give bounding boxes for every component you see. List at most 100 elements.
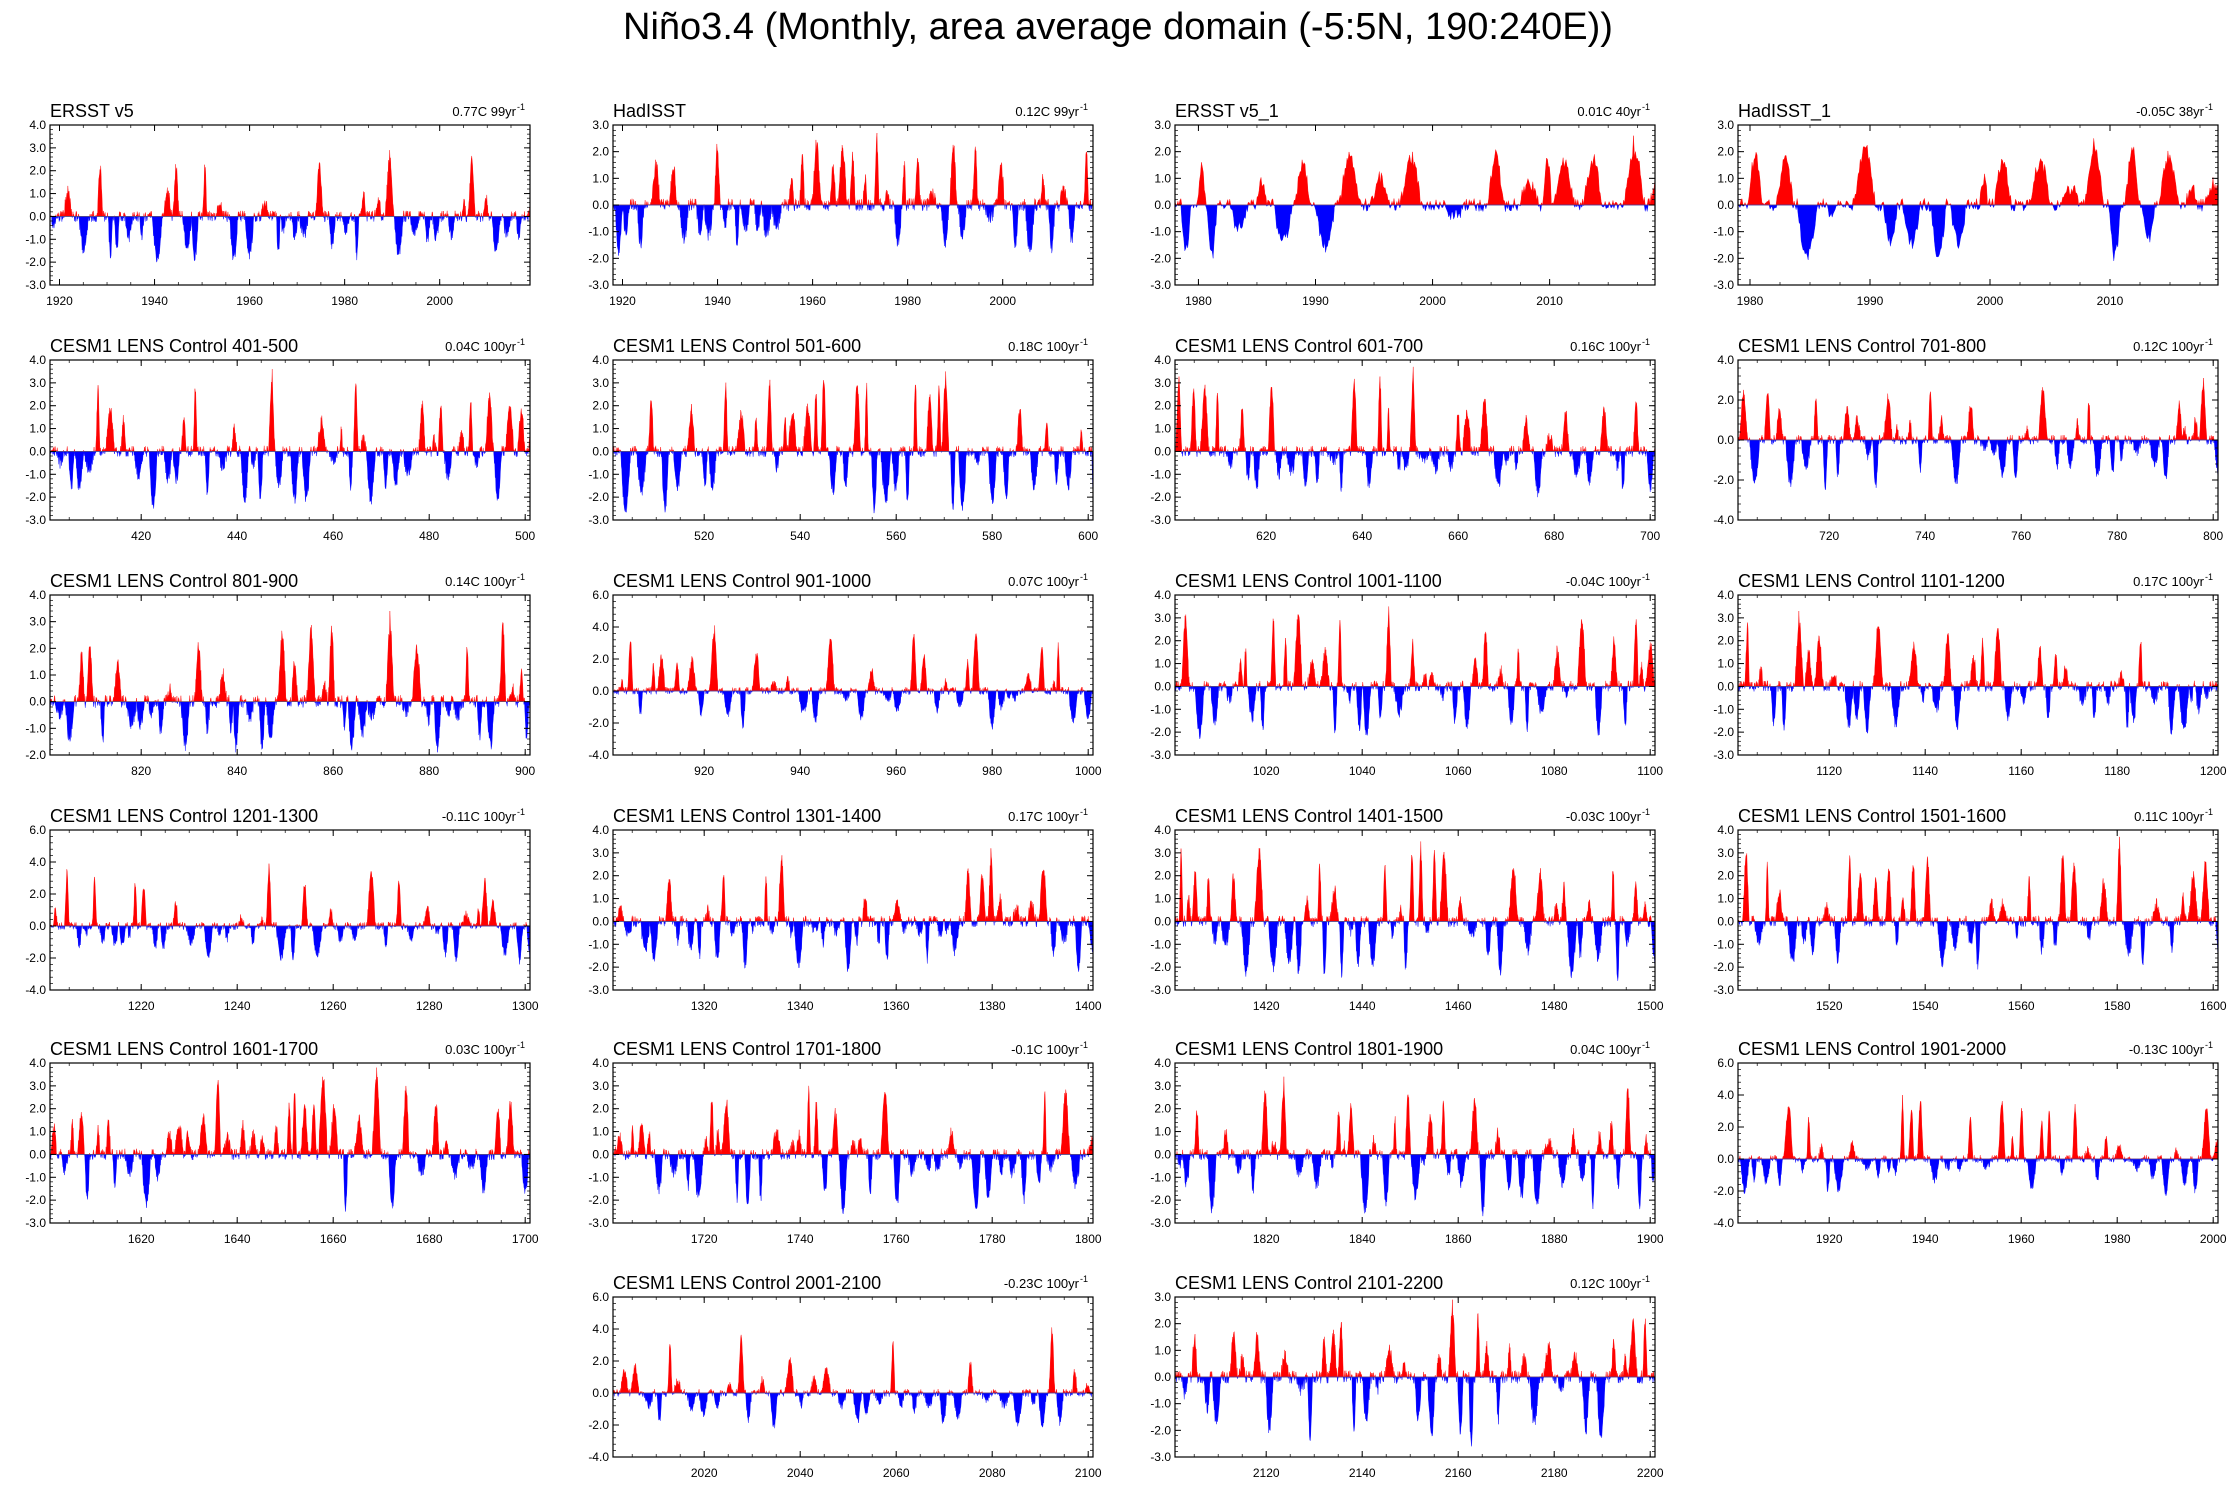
y-tick-label: 0.0 [29,444,46,458]
x-tick-label: 1280 [416,999,443,1013]
x-tick-label: 1780 [979,1232,1006,1246]
x-tick-label: 1520 [1816,999,1843,1013]
y-tick-label: 3.0 [592,1079,609,1093]
panel-15: CESM1 LENS Control 1401-1500 -0.03C 100yr… [1130,800,1665,1025]
panel-plot: HadISST 0.12C 99yr -1 3.0 2.0 1.0 0.0 -1.0 -2.0 -… [588,101,1094,308]
series-positive-area [49,863,530,927]
panel-title: CESM1 LENS Control 1601-1700 [50,1039,318,1059]
panel-plot: CESM1 LENS Control 1001-1100 -0.04C 100yr… [1150,571,1663,778]
plot-frame [1737,1062,2219,1224]
series-positive-area [49,1067,531,1156]
x-tick-label: 1640 [224,1232,251,1246]
x-tick-label: 740 [1915,529,1935,543]
x-tick-label: 1260 [320,999,347,1013]
x-tick-label: 1980 [894,294,921,308]
y-tick-label: 4.0 [1717,588,1734,602]
plot-frame [612,1062,1094,1224]
y-tick-label: -1.0 [588,225,609,239]
x-tick-label: 840 [227,764,247,778]
y-tick-label: -3.0 [588,983,609,997]
y-tick-label: 2.0 [1717,634,1734,648]
x-tick-label: 1880 [1541,1232,1568,1246]
x-tick-label: 1560 [2008,999,2035,1013]
x-tick-label: 620 [1256,529,1276,543]
y-tick-label: -1.0 [25,721,46,735]
panel-trend-exponent: -1 [517,102,525,112]
y-tick-label: -2.0 [25,255,46,269]
series-positive-area [612,1327,1094,1394]
y-tick-label: 1.0 [592,1125,609,1139]
panel-plot: CESM1 LENS Control 1401-1500 -0.03C 100yr… [1150,806,1664,1013]
x-tick-label: 480 [419,529,439,543]
y-tick-label: -2.0 [588,490,609,504]
x-tick-label: 2060 [883,1466,910,1480]
y-tick-label: 2.0 [592,399,609,413]
y-tick-label: 2.0 [592,1354,609,1368]
panel-title: CESM1 LENS Control 1501-1600 [1738,806,2006,826]
y-tick-label: -2.0 [588,1193,609,1207]
y-tick-label: -4.0 [1713,513,1734,527]
x-tick-label: 2200 [1637,1466,1664,1480]
panel-trend-exponent: -1 [517,807,525,817]
panel-trend: 0.16C 100yr [1570,339,1641,354]
y-tick-label: -3.0 [1150,278,1171,292]
x-tick-label: 1360 [883,999,910,1013]
x-tick-label: 1140 [1912,764,1938,778]
x-tick-label: 1620 [128,1232,155,1246]
panel-19: CESM1 LENS Control 1801-1900 0.04C 100yr -… [1130,1033,1665,1258]
panel-trend-exponent: -1 [1080,102,1088,112]
panel-title: HadISST [613,101,686,121]
y-tick-label: 0.0 [1717,198,1734,212]
panel-trend: -0.13C 100yr [2129,1042,2205,1057]
series-negative-area [613,1392,1094,1429]
y-tick-label: -2.0 [588,1418,609,1432]
panel-4: HadISST_1 -0.05C 38yr -1 3.0 2.0 1.0 0.0 -1.0 -2… [1693,95,2228,320]
plot-frame [1174,359,1656,521]
panel-trend-exponent: -1 [1642,807,1650,817]
x-tick-label: 1460 [1445,999,1472,1013]
plot-frame [49,124,531,286]
x-tick-label: 1860 [1445,1232,1472,1246]
y-tick-label: -3.0 [25,1216,46,1230]
series-positive-area [1174,1076,1656,1156]
panel-trend-exponent: -1 [1642,337,1650,347]
x-tick-label: 1380 [979,999,1006,1013]
y-tick-label: 1.0 [1717,657,1734,671]
y-tick-label: -1.0 [1150,1397,1171,1411]
series-negative-area [1174,1153,1656,1217]
y-tick-label: -4.0 [1713,1216,1734,1230]
panel-plot: CESM1 LENS Control 2001-2100 -0.23C 100yr… [588,1273,1102,1480]
x-tick-label: 940 [790,764,810,778]
x-tick-label: 2180 [1541,1466,1568,1480]
panel-7: CESM1 LENS Control 601-700 0.16C 100yr -1 4… [1130,330,1665,555]
series-positive-area [1174,841,1656,923]
y-tick-label: 4.0 [29,1056,46,1070]
y-tick-label: 4.0 [1154,588,1171,602]
panel-plot: ERSST v5_1 0.01C 40yr -1 3.0 2.0 1.0 0.0 -1.0 -2… [1150,101,1656,308]
panel-trend-exponent: -1 [1642,1040,1650,1050]
y-tick-label: 1.0 [592,422,609,436]
x-tick-label: 900 [515,764,535,778]
y-tick-label: 1.0 [592,171,609,185]
series-positive-area [612,1085,1094,1156]
y-tick-label: 2.0 [1717,145,1734,159]
y-tick-label: 2.0 [1154,869,1171,883]
panel-plot: CESM1 LENS Control 1201-1300 -0.11C 100yr… [25,806,539,1013]
plot-frame [1174,829,1656,991]
x-tick-label: 2000 [989,294,1016,308]
y-tick-label: 0.0 [1154,914,1171,928]
y-tick-label: 2.0 [1154,1102,1171,1116]
y-tick-label: -3.0 [1150,1216,1171,1230]
y-tick-label: 2.0 [29,164,46,178]
panel-trend: 0.77C 99yr [452,104,516,119]
x-tick-label: 1440 [1349,999,1376,1013]
series-negative-area [612,920,1094,972]
y-tick-label: 0.0 [1154,444,1171,458]
x-tick-label: 760 [2011,529,2031,543]
panel-title: ERSST v5_1 [1175,101,1279,122]
x-tick-label: 560 [886,529,906,543]
panel-plot: CESM1 LENS Control 1801-1900 0.04C 100yr -… [1150,1039,1664,1246]
series-positive-area [1737,610,2219,688]
x-tick-label: 1040 [1349,764,1376,778]
x-tick-label: 820 [131,764,151,778]
